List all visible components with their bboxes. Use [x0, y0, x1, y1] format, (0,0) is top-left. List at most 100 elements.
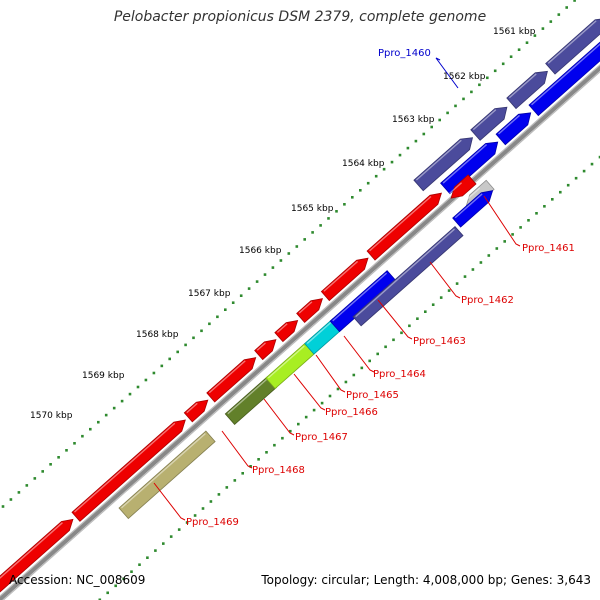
- forward-gene-block: [366, 192, 442, 261]
- ppro-1461-label[interactable]: Ppro_1461: [522, 243, 575, 254]
- inner-track-dot: [598, 155, 600, 159]
- inner-track-dot: [177, 528, 181, 531]
- outer-track-dot: [287, 252, 291, 255]
- inner-track-dot: [463, 275, 467, 278]
- inner-track-dot: [114, 584, 117, 588]
- inner-track-dot: [431, 303, 435, 306]
- tick-labels: 1561 kbp 1562 kbp 1563 kbp 1564 kbp 1565 kbp…: [30, 27, 536, 421]
- forward-gene-block-highlight: [276, 323, 288, 333]
- inner-track-dot: [519, 226, 522, 229]
- ppro-1466-gene-highlight: [227, 378, 268, 415]
- outer-track-dot: [168, 357, 171, 361]
- gene-block-upstream: [470, 106, 508, 141]
- ppro-1469-label[interactable]: Ppro_1469: [186, 517, 239, 528]
- inner-track-dot: [233, 479, 237, 482]
- inner-track-dot: [257, 458, 260, 461]
- tick-label-2: 1562 kbp: [443, 72, 486, 82]
- tick-label-5: 1565 kbp: [291, 204, 334, 214]
- outer-track-dot: [398, 153, 402, 157]
- forward-gene-block-highlight: [256, 342, 266, 351]
- inner-track-dot: [455, 282, 459, 285]
- inner-track-dot: [98, 598, 102, 600]
- map-title: Pelobacter propionicus DSM 2379, complet…: [113, 9, 487, 25]
- outer-track-dot: [327, 217, 330, 220]
- outer-track-dot: [422, 132, 426, 136]
- inner-track-dot: [217, 493, 221, 496]
- forward-gene-block-highlight: [186, 402, 198, 414]
- ppro-1462-leader: [429, 261, 461, 299]
- outer-track-dot: [192, 336, 195, 340]
- inner-track-dot: [495, 247, 499, 250]
- inner-track-dot: [376, 352, 379, 356]
- inner-track-dot: [138, 563, 141, 566]
- ppro-1469-leader: [153, 482, 186, 521]
- ppro-1466-label[interactable]: Ppro_1466: [325, 407, 378, 418]
- inner-track-dot: [225, 486, 229, 489]
- genome-summary-text: Topology: circular; Length: 4,008,000 bp…: [261, 573, 591, 587]
- outer-track-dot: [136, 385, 140, 389]
- inner-track-dot: [447, 289, 451, 292]
- ppro-1467-label[interactable]: Ppro_1467: [295, 432, 348, 443]
- inner-track-dot: [368, 359, 371, 363]
- ppro-1463-label[interactable]: Ppro_1463: [413, 336, 466, 347]
- gene-block-upstream: [506, 70, 548, 110]
- ppro-1464-label[interactable]: Ppro_1464: [373, 369, 426, 380]
- ppro-1462-gene-highlight: [355, 228, 455, 318]
- outer-track-dot: [152, 371, 156, 375]
- forward-gene-block-highlight: [298, 301, 313, 314]
- outer-track-dot: [462, 97, 465, 101]
- outer-track-dot: [406, 146, 410, 150]
- outer-track-dot: [65, 449, 68, 452]
- inner-track-dot: [201, 507, 205, 510]
- gene-block-upstream-highlight: [508, 73, 537, 99]
- ppro-1461-leader: [483, 195, 521, 247]
- outer-track-dot: [335, 210, 338, 213]
- inner-track-dot: [312, 408, 316, 412]
- outer-track-dot: [200, 329, 203, 333]
- backbone-line: [0, 65, 600, 600]
- ppro-1461-partner-gene: [450, 174, 477, 199]
- outer-track-dot: [517, 48, 521, 51]
- outer-track-dot: [41, 470, 44, 473]
- inner-track-dot: [336, 387, 340, 391]
- inner-track-dot: [241, 472, 244, 475]
- outer-track-dot: [351, 196, 354, 199]
- accession-text: Accession: NC_008609: [9, 573, 146, 587]
- outer-track-dot: [89, 427, 92, 431]
- forward-gene-block-highlight: [73, 422, 176, 513]
- forward-gene-block-highlight: [369, 195, 432, 252]
- inner-track-dot: [130, 570, 133, 573]
- inner-track-dot: [551, 198, 554, 201]
- outer-track-dot: [366, 181, 370, 185]
- ppro-1465-label[interactable]: Ppro_1465: [346, 390, 399, 401]
- ppro-1468-label[interactable]: Ppro_1468: [252, 465, 305, 476]
- ppro-1468-leader: [221, 430, 253, 469]
- forward-gene-block: [0, 518, 74, 593]
- inner-track-dot: [400, 331, 403, 335]
- inner-track-dot: [281, 436, 284, 440]
- ppro-1462-label[interactable]: Ppro_1462: [461, 295, 514, 306]
- inner-track-dot: [304, 415, 308, 419]
- backbone-line: [2, 71, 600, 600]
- ppro-1463-gene-highlight: [332, 272, 388, 322]
- ppro-1460-label[interactable]: Ppro_1460: [378, 48, 431, 59]
- gene-block-upstream-highlight: [415, 139, 462, 181]
- ppro-1462-gene: [352, 226, 464, 327]
- inner-track-dot: [360, 366, 364, 370]
- inner-track-dot: [265, 451, 268, 454]
- inner-track-dot: [352, 373, 356, 377]
- gene-block-upstream: [545, 18, 600, 75]
- outer-track-dot: [81, 434, 84, 438]
- outer-track-dot: [414, 139, 418, 143]
- outer-track-dot: [525, 41, 529, 44]
- outer-track-dot: [438, 118, 441, 122]
- gene-block-upstream-blue: [440, 141, 499, 195]
- outer-track-dot: [224, 308, 227, 311]
- inner-track-dot: [527, 219, 530, 222]
- tick-label-9: 1569 kbp: [82, 371, 125, 381]
- ppro-1467-leader: [263, 398, 295, 436]
- inner-track-dot: [559, 190, 562, 194]
- outer-track-dot: [390, 160, 394, 164]
- outer-track-dot: [446, 111, 449, 115]
- ppro-1461-partner-gene-highlight: [449, 182, 463, 194]
